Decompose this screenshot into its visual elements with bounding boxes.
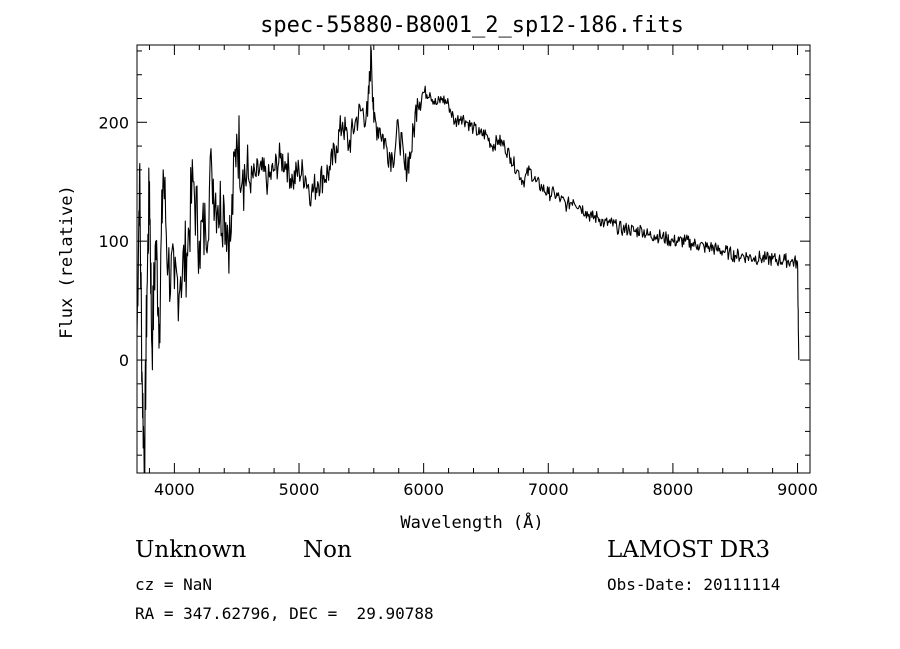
- y-tick-label: 100: [98, 232, 129, 251]
- x-tick-label: 7000: [528, 480, 569, 499]
- chart-title: spec-55880-B8001_2_sp12-186.fits: [260, 13, 684, 38]
- coordinates: RA = 347.62796, DEC = 29.90788: [135, 604, 434, 623]
- y-axis-label: Flux (relative): [57, 185, 77, 339]
- x-tick-label: 9000: [777, 480, 818, 499]
- redshift-text: cz = NaN: [135, 575, 213, 594]
- tick-labels: 4000 5000 6000 7000 8000 9000 0 100 200: [98, 113, 817, 499]
- x-tick-label: 5000: [279, 480, 320, 499]
- x-tick-label: 8000: [653, 480, 694, 499]
- x-tick-label: 6000: [403, 480, 444, 499]
- axis-ticks: [137, 45, 810, 473]
- y-tick-label: 200: [98, 113, 129, 132]
- object-class: Unknown: [135, 537, 247, 563]
- plot-frame: [136, 44, 811, 474]
- object-subclass: Non: [303, 537, 352, 563]
- survey-name: LAMOST DR3: [607, 537, 771, 563]
- spectrum-line: [136, 45, 800, 474]
- x-axis-label: Wavelength (Å): [400, 511, 543, 533]
- obs-date: Obs-Date: 20111114: [607, 575, 781, 594]
- y-tick-label: 0: [119, 351, 129, 370]
- x-tick-label: 4000: [154, 480, 195, 499]
